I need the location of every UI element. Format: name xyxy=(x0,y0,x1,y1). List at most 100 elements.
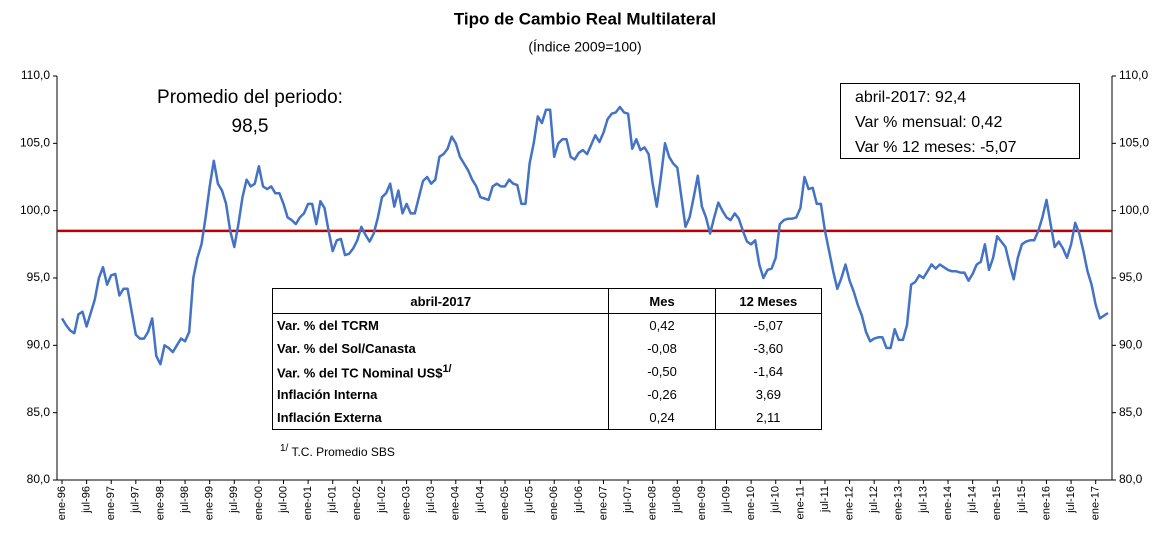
series-line xyxy=(60,105,1109,366)
chart-subtitle: (Índice 2009=100) xyxy=(528,39,641,55)
table-header-row: abril-2017 Mes 12 Meses xyxy=(271,288,823,314)
y-tick-label: 100,0 xyxy=(20,203,50,217)
table-cell: -1,64 xyxy=(714,360,823,383)
x-tick-label: jul-02 xyxy=(376,486,388,514)
x-tick-label: jul-01 xyxy=(327,486,339,514)
x-tick-label: jul-08 xyxy=(671,486,683,514)
x-tick-label: ene-99 xyxy=(204,486,216,520)
table-header-cell: 12 Meses xyxy=(714,288,823,314)
x-tick-label: jul-03 xyxy=(425,486,437,514)
x-tick-label: jul-06 xyxy=(573,486,585,514)
x-tick-label: ene-06 xyxy=(548,486,560,520)
info-line: Var % 12 meses: -5,07 xyxy=(855,139,1017,156)
x-tick-label: jul-96 xyxy=(81,486,93,514)
table-cell: -5,07 xyxy=(714,313,823,337)
x-tick-label: jul-15 xyxy=(1016,486,1028,514)
y-tick-label: 110,0 xyxy=(21,68,50,82)
x-tick-label: ene-09 xyxy=(696,486,708,520)
y-tick-label: 80,0 xyxy=(27,472,51,486)
table-cell: -0,26 xyxy=(608,383,716,406)
y-tick-label: 95,0 xyxy=(27,270,51,284)
y-tick-label: 90,0 xyxy=(1119,338,1143,352)
row-label-cell: Var. % del TC Nominal US$1/ xyxy=(271,360,610,383)
row-label-cell: Var. % del Sol/Canasta xyxy=(271,337,610,360)
x-tick-label: jul-98 xyxy=(179,486,191,514)
x-tick-label: jul-12 xyxy=(868,486,880,514)
x-tick-label: ene-17 xyxy=(1090,486,1102,520)
x-tick-label: ene-16 xyxy=(1040,486,1052,520)
table-row: Var. % del TC Nominal US$1/-0,50 -1,64 xyxy=(271,360,823,383)
row-label: Inflación Externa xyxy=(277,410,382,425)
chart-title: Tipo de Cambio Real Multilateral xyxy=(454,9,716,28)
x-tick-label: jul-04 xyxy=(474,486,486,514)
x-tick-label: ene-01 xyxy=(302,486,314,520)
y-tick-label: 105,0 xyxy=(1119,136,1149,150)
x-tick-label: ene-12 xyxy=(843,486,855,520)
info-box: abril-2017: 92,4 Var % mensual: 0,42 Var %… xyxy=(840,83,1080,159)
x-tick-label: ene-11 xyxy=(794,486,806,519)
x-tick-label: jul-05 xyxy=(524,486,536,514)
y-tick-label: 90,0 xyxy=(27,338,51,352)
table-cell: -0,50 xyxy=(608,360,716,383)
x-tick-label: jul-16 xyxy=(1065,486,1077,514)
footnote-text: T.C. Promedio SBS xyxy=(291,445,395,459)
table-cell: 0,42 xyxy=(608,313,716,337)
y-tick-label: 85,0 xyxy=(27,405,51,419)
x-tick-label: ene-14 xyxy=(942,486,954,520)
x-tick-label: jul-11 xyxy=(819,486,831,513)
y-tick-label: 100,0 xyxy=(1119,203,1149,217)
x-tick-label: ene-97 xyxy=(105,486,117,520)
x-tick-label: jul-14 xyxy=(967,486,979,514)
x-tick-label: ene-98 xyxy=(154,486,166,520)
x-tick-label: ene-10 xyxy=(745,486,757,520)
table-cell: 0,24 xyxy=(608,406,716,430)
row-label: Var. % del TCRM xyxy=(277,318,379,333)
x-tick-label: jul-99 xyxy=(228,486,240,514)
x-tick-label: jul-97 xyxy=(130,486,142,514)
x-tick-label: ene-15 xyxy=(991,486,1003,520)
x-tick-label: ene-13 xyxy=(893,486,905,520)
row-label-cell: Inflación Interna xyxy=(271,383,610,406)
y-tick-label: 85,0 xyxy=(1119,405,1143,419)
x-tick-label: ene-08 xyxy=(647,486,659,520)
table-cell: -3,60 xyxy=(714,337,823,360)
x-tick-label: ene-04 xyxy=(450,486,462,520)
table-row: Inflación Interna -0,26 3,69 xyxy=(271,383,823,406)
footnote-sup: 1/ xyxy=(280,443,289,454)
row-label: Inflación Interna xyxy=(277,387,378,402)
row-label-cell: Var. % del TCRM xyxy=(271,313,610,337)
x-tick-label: jul-13 xyxy=(917,486,929,514)
summary-table: abril-2017 Mes 12 Meses Var. % del TCRM 0,42… xyxy=(271,288,823,430)
x-tick-label: ene-05 xyxy=(499,486,511,520)
table-row: Inflación Externa 0,24 2,11 xyxy=(271,406,823,430)
x-tick-label: ene-07 xyxy=(597,486,609,520)
row-label-cell: Inflación Externa xyxy=(271,406,610,430)
table-cell: -0,08 xyxy=(608,337,716,360)
x-tick-label: jul-10 xyxy=(770,486,782,514)
average-value-label: 98,5 xyxy=(232,116,269,137)
info-line: abril-2017: 92,4 xyxy=(855,89,967,106)
table-footnote: 1/ T.C. Promedio SBS xyxy=(280,443,395,459)
table-row: Var. % del TCRM 0,42 -5,07 xyxy=(271,313,823,337)
x-tick-label: jul-07 xyxy=(622,486,634,514)
average-label: Promedio del periodo: xyxy=(157,87,343,108)
x-tick-label: ene-03 xyxy=(400,486,412,520)
x-tick-label: ene-02 xyxy=(351,486,363,520)
y-tick-label: 110,0 xyxy=(1119,68,1148,82)
table-header-cell: abril-2017 xyxy=(271,288,610,314)
y-tick-label: 80,0 xyxy=(1119,472,1143,486)
row-label-sup: 1/ xyxy=(442,362,452,375)
table-cell: 2,11 xyxy=(714,406,823,430)
row-label: Var. % del Sol/Canasta xyxy=(277,341,416,356)
x-tick-label: ene-96 xyxy=(56,486,68,520)
info-line: Var % mensual: 0,42 xyxy=(855,114,1003,131)
row-label: Var. % del TC Nominal US$ xyxy=(277,365,443,381)
x-tick-label: jul-00 xyxy=(277,486,289,514)
x-tick-label: ene-00 xyxy=(253,486,265,520)
x-tick-label: jul-09 xyxy=(720,486,732,514)
table-header-cell: Mes xyxy=(608,288,716,314)
y-tick-label: 95,0 xyxy=(1119,270,1143,284)
y-tick-label: 105,0 xyxy=(20,136,50,150)
